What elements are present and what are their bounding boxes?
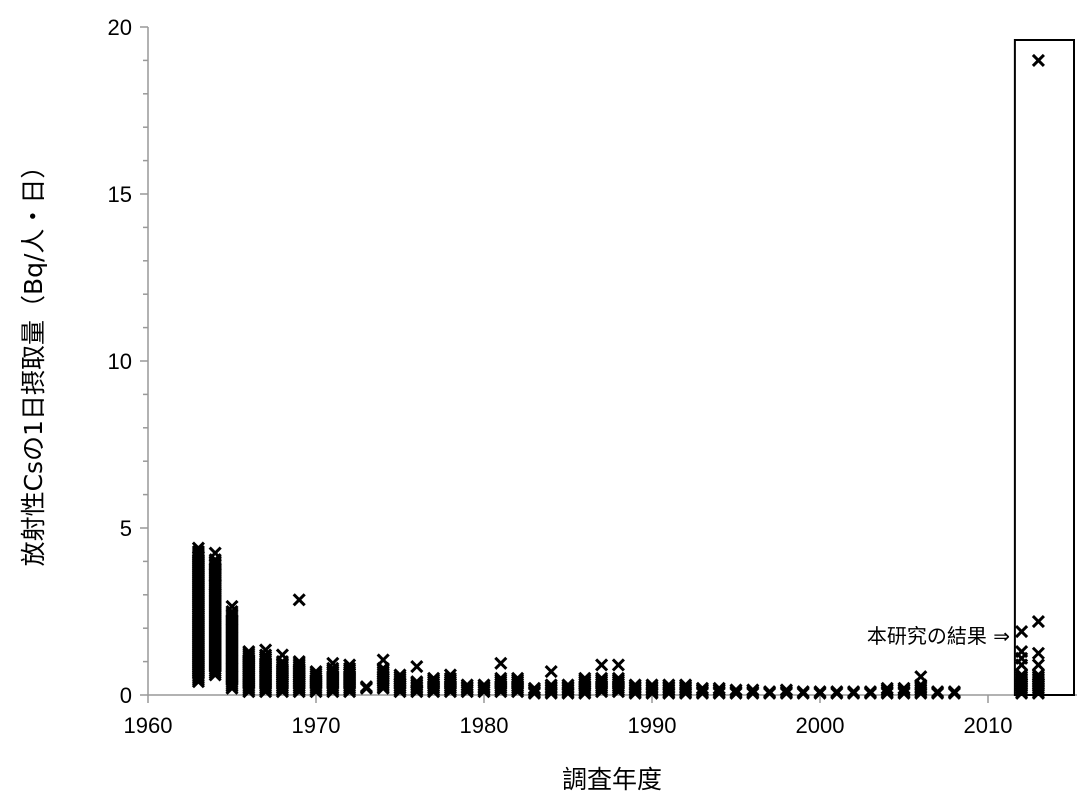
data-point bbox=[376, 653, 390, 667]
data-point bbox=[225, 604, 239, 619]
data-point bbox=[494, 671, 508, 685]
data-point bbox=[410, 660, 424, 674]
data-point bbox=[309, 665, 323, 679]
x-tick-label: 1960 bbox=[124, 713, 173, 738]
y-tick-label: 15 bbox=[108, 182, 132, 207]
data-point bbox=[695, 681, 709, 695]
data-point bbox=[595, 671, 609, 685]
data-point bbox=[326, 656, 340, 670]
data-point bbox=[914, 670, 928, 684]
y-tick-label: 20 bbox=[108, 15, 132, 40]
data-point bbox=[897, 681, 911, 695]
y-axis-title: 放射性Csの1日摂取量（Bq/人・日） bbox=[19, 154, 48, 567]
y-tick-label: 0 bbox=[120, 683, 132, 708]
data-point bbox=[796, 685, 810, 699]
data-point bbox=[561, 678, 575, 692]
data-point bbox=[427, 671, 441, 685]
data-point bbox=[1015, 658, 1029, 672]
y-tick-label: 10 bbox=[108, 349, 132, 374]
data-point bbox=[208, 553, 222, 567]
data-point bbox=[813, 685, 827, 699]
data-point bbox=[679, 678, 693, 692]
data-point bbox=[611, 671, 625, 685]
data-point bbox=[443, 671, 457, 685]
data-point bbox=[292, 655, 306, 669]
data-point bbox=[1015, 668, 1029, 682]
data-point bbox=[477, 678, 491, 692]
data-point bbox=[410, 675, 424, 689]
data-point bbox=[460, 678, 474, 692]
data-point bbox=[1031, 658, 1045, 672]
data-point bbox=[527, 681, 541, 695]
data-point bbox=[343, 658, 357, 672]
x-tick-label: 2010 bbox=[964, 713, 1013, 738]
y-ticks: 0 5 10 15 20 bbox=[108, 15, 148, 708]
data-point bbox=[1015, 624, 1029, 639]
data-point bbox=[863, 685, 877, 699]
x-ticks: 1960 1970 1980 1990 2000 2010 bbox=[124, 695, 1013, 738]
data-point bbox=[544, 678, 558, 692]
data-point bbox=[662, 678, 676, 692]
data-point bbox=[191, 544, 205, 558]
data-point bbox=[595, 658, 609, 672]
data-point bbox=[494, 656, 508, 670]
data-point bbox=[645, 678, 659, 692]
data-point bbox=[611, 658, 625, 672]
data-point bbox=[628, 678, 642, 692]
data-point bbox=[1031, 614, 1045, 629]
x-tick-label: 1970 bbox=[292, 713, 341, 738]
data-point bbox=[544, 665, 558, 679]
data-point bbox=[729, 683, 743, 697]
data-point bbox=[947, 685, 961, 699]
data-point bbox=[259, 643, 273, 657]
data-point bbox=[1031, 646, 1045, 660]
data-point bbox=[712, 681, 726, 695]
x-tick-label: 2000 bbox=[796, 713, 845, 738]
data-point bbox=[343, 661, 357, 675]
x-axis-title: 調査年度 bbox=[562, 765, 662, 794]
data-point bbox=[191, 541, 205, 555]
data-point bbox=[326, 661, 340, 675]
data-point bbox=[1031, 668, 1045, 682]
data-point bbox=[275, 648, 289, 662]
data-point bbox=[511, 671, 525, 685]
y-tick-label: 5 bbox=[120, 516, 132, 541]
data-point bbox=[746, 683, 760, 697]
data-point bbox=[880, 681, 894, 695]
data-point bbox=[578, 671, 592, 685]
data-point bbox=[208, 558, 222, 572]
data-point bbox=[443, 668, 457, 682]
data-point bbox=[763, 685, 777, 699]
data-point bbox=[208, 578, 222, 592]
data-markers bbox=[191, 53, 1045, 700]
study-results-annotation: 本研究の結果 ⇒ bbox=[867, 624, 1010, 648]
study-results-highlight-box bbox=[1013, 39, 1076, 696]
data-point bbox=[242, 645, 256, 659]
data-point bbox=[225, 599, 239, 614]
data-point bbox=[1031, 53, 1045, 67]
data-point bbox=[393, 668, 407, 682]
x-tick-label: 1990 bbox=[628, 713, 677, 738]
axes bbox=[147, 27, 1077, 696]
data-point bbox=[259, 648, 273, 662]
data-point bbox=[830, 685, 844, 699]
data-point bbox=[359, 680, 373, 694]
data-point bbox=[779, 683, 793, 697]
x-tick-label: 1980 bbox=[460, 713, 509, 738]
data-point bbox=[292, 593, 306, 607]
data-point bbox=[931, 685, 945, 699]
data-point bbox=[847, 685, 861, 699]
